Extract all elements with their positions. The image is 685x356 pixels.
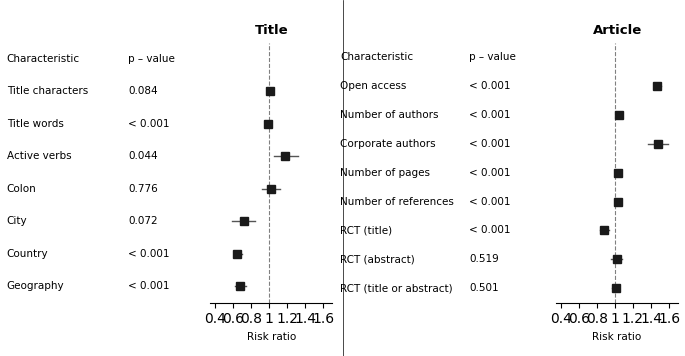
Text: Characteristic: Characteristic (7, 54, 80, 64)
Title: Title: Title (255, 25, 288, 37)
Text: 0.072: 0.072 (128, 216, 158, 226)
Text: Number of authors: Number of authors (340, 110, 439, 120)
Title: Article: Article (593, 25, 642, 37)
X-axis label: Risk ratio: Risk ratio (247, 332, 296, 342)
Text: < 0.001: < 0.001 (128, 119, 169, 129)
Text: RCT (title): RCT (title) (340, 225, 393, 235)
Text: < 0.001: < 0.001 (128, 281, 169, 291)
Text: Corporate authors: Corporate authors (340, 139, 436, 149)
Text: < 0.001: < 0.001 (469, 110, 510, 120)
Text: p – value: p – value (469, 52, 516, 62)
Text: City: City (7, 216, 27, 226)
X-axis label: Risk ratio: Risk ratio (593, 332, 642, 342)
Text: 0.776: 0.776 (128, 184, 158, 194)
Text: Colon: Colon (7, 184, 36, 194)
Text: Geography: Geography (7, 281, 64, 291)
Text: Open access: Open access (340, 81, 407, 91)
Text: < 0.001: < 0.001 (469, 168, 510, 178)
Text: < 0.001: < 0.001 (469, 197, 510, 206)
Text: Title words: Title words (7, 119, 64, 129)
Text: 0.044: 0.044 (128, 151, 158, 161)
Text: < 0.001: < 0.001 (469, 81, 510, 91)
Text: < 0.001: < 0.001 (469, 139, 510, 149)
Text: Characteristic: Characteristic (340, 52, 414, 62)
Text: Active verbs: Active verbs (7, 151, 71, 161)
Text: < 0.001: < 0.001 (469, 225, 510, 235)
Text: 0.084: 0.084 (128, 87, 158, 96)
Text: Title characters: Title characters (7, 87, 88, 96)
Text: Number of references: Number of references (340, 197, 454, 206)
Text: 0.501: 0.501 (469, 283, 499, 293)
Text: p – value: p – value (128, 54, 175, 64)
Text: RCT (title or abstract): RCT (title or abstract) (340, 283, 453, 293)
Text: RCT (abstract): RCT (abstract) (340, 254, 415, 264)
Text: 0.519: 0.519 (469, 254, 499, 264)
Text: Country: Country (7, 249, 49, 259)
Text: < 0.001: < 0.001 (128, 249, 169, 259)
Text: Number of pages: Number of pages (340, 168, 430, 178)
